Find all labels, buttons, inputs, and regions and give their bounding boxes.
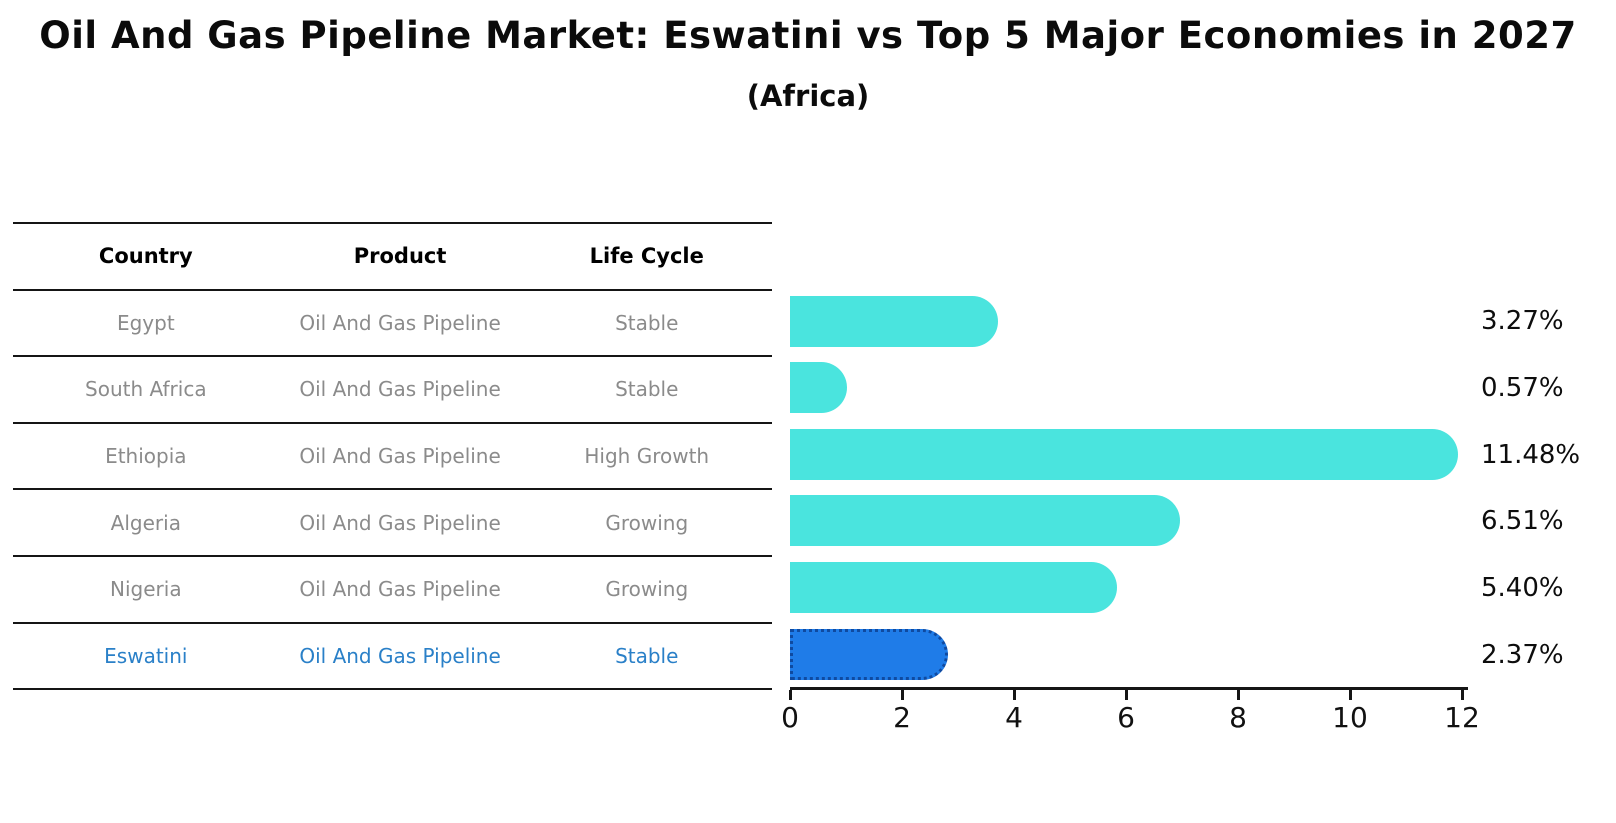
table-header-country: Country: [98, 244, 193, 269]
cell-life-cycle: Stable: [615, 310, 679, 335]
cell-product: Oil And Gas Pipeline: [299, 377, 501, 402]
bar-eswatini: [790, 628, 948, 680]
cell-country: Ethiopia: [105, 444, 187, 469]
chart-title: Oil And Gas Pipeline Market: Eswatini vs…: [39, 14, 1577, 57]
cell-life-cycle: Stable: [615, 643, 679, 668]
country-table: Country Product Life Cycle Egypt Oil And …: [13, 222, 772, 691]
cell-country: Eswatini: [104, 643, 188, 668]
x-axis-tick: [1461, 690, 1464, 700]
table-row-eswatini: Eswatini Oil And Gas Pipeline Stable: [13, 624, 772, 691]
value-label-south-africa: 0.57%: [1481, 373, 1564, 404]
bar-ethiopia: [790, 428, 1458, 480]
bar-nigeria: [790, 562, 1118, 614]
table-body: Egypt Oil And Gas Pipeline Stable South Afr…: [13, 291, 772, 691]
bar-row: [790, 555, 1510, 622]
cell-product: Oil And Gas Pipeline: [299, 510, 501, 535]
x-axis-tick: [901, 690, 904, 700]
bar-south-africa: [790, 362, 847, 414]
table-row-south-africa: South Africa Oil And Gas Pipeline Stable: [13, 357, 772, 424]
cell-country: Algeria: [110, 510, 181, 535]
x-axis-tick: [1237, 690, 1240, 700]
value-label-eswatini: 2.37%: [1481, 639, 1564, 670]
x-axis-tick-label: 0: [781, 701, 799, 734]
cell-product: Oil And Gas Pipeline: [299, 577, 501, 602]
table-row-egypt: Egypt Oil And Gas Pipeline Stable: [13, 291, 772, 358]
cell-product: Oil And Gas Pipeline: [299, 310, 501, 335]
x-axis-tick-label: 8: [1229, 701, 1247, 734]
cell-life-cycle: Stable: [615, 377, 679, 402]
x-axis-tick: [789, 690, 792, 700]
x-axis-tick-label: 10: [1332, 701, 1368, 734]
bar-row: [790, 421, 1510, 488]
cell-life-cycle: Growing: [605, 577, 689, 602]
cell-country: Egypt: [116, 310, 175, 335]
x-axis-tick: [1125, 690, 1128, 700]
bar-row: [790, 621, 1510, 688]
bar-row: [790, 355, 1510, 422]
cell-product: Oil And Gas Pipeline: [299, 643, 501, 668]
x-axis-tick-label: 12: [1444, 701, 1480, 734]
bar-plot: [790, 288, 1510, 688]
value-label-algeria: 6.51%: [1481, 506, 1564, 537]
table-header-lifecycle: Life Cycle: [589, 244, 704, 269]
bar-row: [790, 488, 1510, 555]
table-header-product: Product: [353, 244, 447, 269]
table-row-nigeria: Nigeria Oil And Gas Pipeline Growing: [13, 557, 772, 624]
x-axis-line: [790, 687, 1468, 690]
bars-container: [790, 288, 1510, 688]
cell-life-cycle: High Growth: [584, 444, 710, 469]
x-axis-tick-label: 2: [893, 701, 911, 734]
value-label-nigeria: 5.40%: [1481, 573, 1564, 604]
bar-egypt: [790, 295, 999, 347]
table-header-row: Country Product Life Cycle: [13, 224, 772, 291]
value-label-egypt: 3.27%: [1481, 306, 1564, 337]
chart-subtitle: (Africa): [746, 79, 870, 113]
x-axis-tick: [1349, 690, 1352, 700]
cell-life-cycle: Growing: [605, 510, 689, 535]
table-row-algeria: Algeria Oil And Gas Pipeline Growing: [13, 490, 772, 557]
table-row-ethiopia: Ethiopia Oil And Gas Pipeline High Growth: [13, 424, 772, 491]
x-axis-tick-label: 4: [1005, 701, 1023, 734]
cell-product: Oil And Gas Pipeline: [299, 444, 501, 469]
bar-row: [790, 288, 1510, 355]
x-axis-tick: [1013, 690, 1016, 700]
value-label-ethiopia: 11.48%: [1481, 439, 1581, 470]
cell-country: South Africa: [85, 377, 207, 402]
bar-algeria: [790, 495, 1180, 547]
x-axis-tick-label: 6: [1117, 701, 1135, 734]
cell-country: Nigeria: [110, 577, 182, 602]
